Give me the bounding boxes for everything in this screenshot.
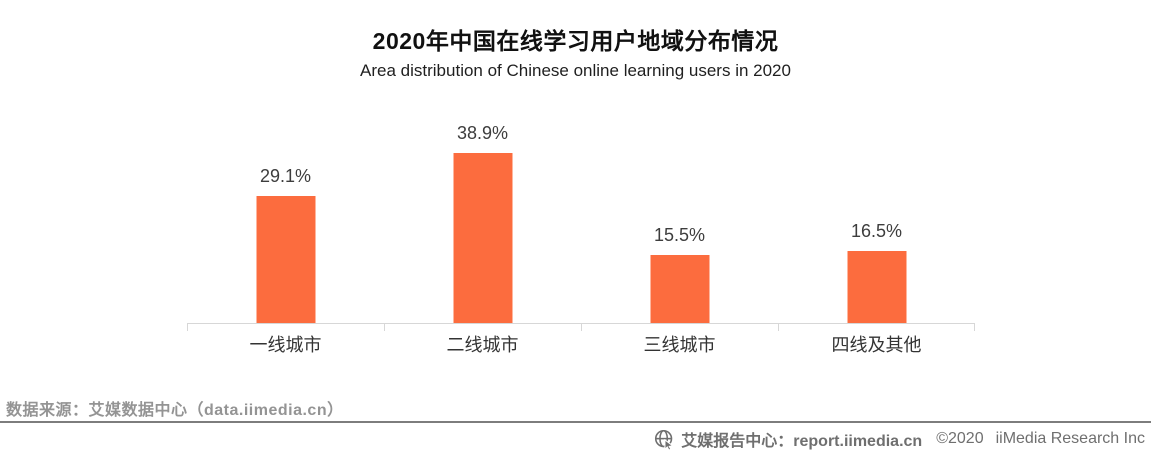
chart-subtitle: Area distribution of Chinese online lear… bbox=[360, 61, 791, 80]
x-axis-tick bbox=[778, 324, 779, 331]
bar-column: 15.5% bbox=[581, 109, 778, 323]
bar-column: 38.9% bbox=[384, 109, 581, 323]
x-axis-category-label: 四线及其他 bbox=[831, 335, 922, 355]
x-axis-tick bbox=[581, 324, 582, 331]
x-axis-tick bbox=[384, 324, 385, 331]
x-axis-tick bbox=[187, 324, 188, 331]
x-axis-category-label: 三线城市 bbox=[643, 335, 716, 355]
bar bbox=[453, 153, 512, 323]
x-axis-category-label: 一线城市 bbox=[249, 335, 322, 355]
globe-cursor-icon bbox=[655, 429, 675, 450]
bar-value-label: 38.9% bbox=[456, 123, 509, 143]
bar bbox=[256, 196, 315, 323]
x-axis-category-label: 二线城市 bbox=[446, 335, 519, 355]
bar bbox=[650, 255, 709, 323]
chart-title: 2020年中国在线学习用户地域分布情况 bbox=[372, 28, 779, 54]
bar-column: 29.1% bbox=[187, 109, 384, 323]
copyright-text: ©2020 bbox=[936, 430, 984, 447]
footer-divider bbox=[0, 421, 1151, 423]
x-axis-category-labels: 一线城市 二线城市 三线城市 四线及其他 bbox=[187, 331, 975, 357]
bar bbox=[847, 251, 906, 323]
bar-value-label: 29.1% bbox=[259, 166, 312, 186]
bar-value-label: 15.5% bbox=[653, 225, 706, 245]
x-axis-tick bbox=[974, 324, 975, 331]
bar-value-label: 16.5% bbox=[850, 221, 903, 241]
company-text: iiMedia Research Inc bbox=[995, 430, 1145, 447]
bar-column: 16.5% bbox=[778, 109, 975, 323]
data-source-note: 数据来源：艾媒数据中心（data.iimedia.cn） bbox=[6, 402, 344, 419]
bar-plot-area: 29.1% 38.9% 15.5% 16.5% bbox=[187, 109, 975, 331]
footer-brand-row: 艾媒报告中心：report.iimedia.cn ©2020 iiMedia R… bbox=[654, 427, 1145, 451]
brand-text: 艾媒报告中心：report.iimedia.cn bbox=[681, 433, 923, 450]
